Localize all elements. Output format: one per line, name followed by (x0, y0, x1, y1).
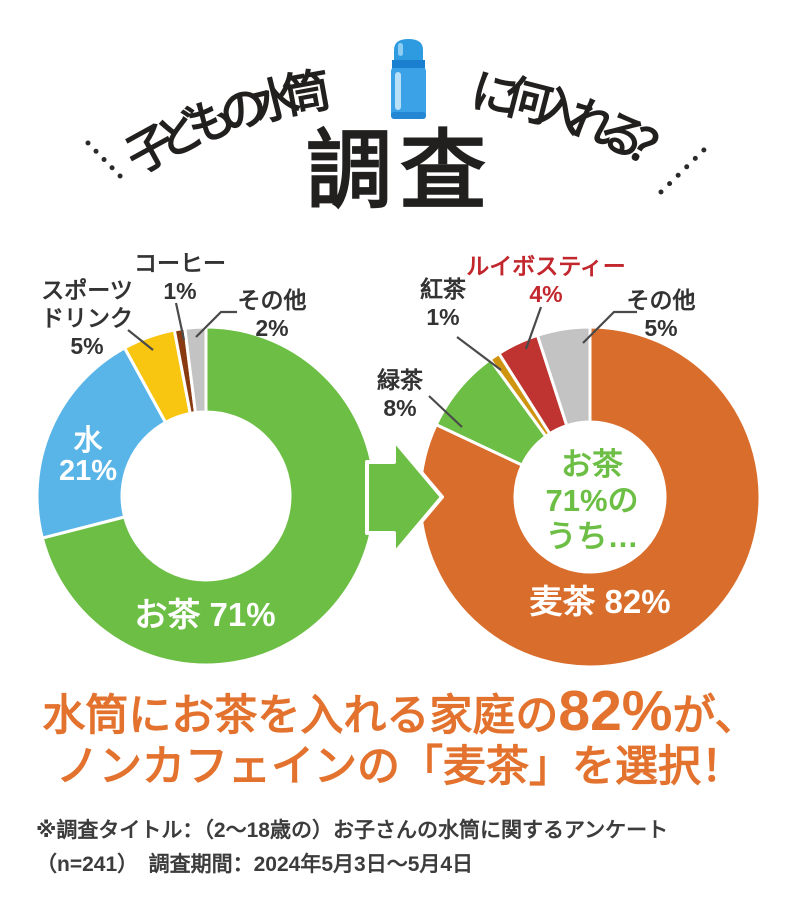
dots-decoration-left-icon (85, 140, 128, 184)
footnote: ※調査タイトル：（2～18歳の）お子さんの水筒に関するアンケート （n=241）… (36, 814, 668, 882)
label-rooibos: ルイボスティー 4% (466, 252, 626, 308)
label-green-tea: 緑茶 8% (377, 366, 423, 422)
label-other-left-pct: 2% (255, 315, 289, 341)
label-tea: お茶 71% (134, 596, 276, 633)
footnote-line2: （n=241） 調査期間：2024年5月3日～5月4日 (36, 853, 474, 876)
donut-slice-other (183, 325, 208, 415)
label-other-right: その他 5% (627, 286, 696, 342)
conclusion-line1-post: が、 (672, 692, 758, 740)
arc-title-char: 筒 (279, 63, 336, 124)
label-sports-drink-line2: ドリンク (41, 305, 133, 331)
water-bottle-icon (391, 39, 426, 119)
label-rooibos-pct: 4% (529, 281, 563, 307)
label-rooibos-name: ルイボスティー (466, 253, 626, 279)
center-text-line2: 71%の (545, 483, 639, 518)
conclusion-line1-pre: 水筒にお茶を入れる家庭の (42, 692, 559, 740)
conclusion-line1: 水筒にお茶を入れる家庭の82%が、 (0, 683, 800, 742)
donut-center-text: お茶 71%の うち… (545, 447, 638, 555)
label-mugicha: 麦茶 82% (529, 583, 671, 620)
center-text-line1: お茶 (560, 447, 623, 482)
label-water-name: 水 (73, 425, 103, 457)
leader-line-other-right (582, 310, 637, 344)
bottle-cap-band (392, 60, 425, 68)
donut-slice-other (535, 325, 592, 428)
label-other-left: その他 2% (238, 286, 307, 342)
label-water-pct: 21% (58, 455, 118, 487)
donut-slice-water (35, 346, 168, 540)
label-coffee-pct: 1% (163, 278, 197, 304)
bottle-cap-highlight (398, 43, 403, 56)
conclusion-line2: ノンカフェインの「麦茶」を選択！ (56, 743, 744, 791)
leader-line-black-tea (456, 336, 502, 371)
label-other-left-name: その他 (237, 287, 307, 313)
donut-right (418, 325, 762, 669)
main-title: 調査 (306, 123, 494, 219)
label-coffee-name: コーヒー (134, 250, 226, 276)
bottle-bottom (391, 112, 426, 119)
label-green-tea-pct: 8% (383, 395, 417, 421)
leader-line-sports-drink (127, 329, 154, 351)
label-sports-drink: スポーツ ドリンク 5% (41, 276, 133, 360)
label-water: 水 21% (59, 426, 117, 486)
donut-slice-mugicha (418, 325, 762, 669)
label-other-right-pct: 5% (644, 315, 678, 341)
label-sports-drink-pct: 5% (70, 333, 104, 359)
bottle-highlight (395, 72, 401, 110)
leader-line-coffee (174, 302, 186, 341)
dots-decoration-right-icon (658, 141, 713, 195)
label-sports-drink-line1: スポーツ (41, 277, 133, 303)
conclusion-highlight: 82% (558, 679, 673, 743)
conclusion-text: 水筒にお茶を入れる家庭の82%が、 ノンカフェインの「麦茶」を選択！ (0, 683, 800, 793)
label-black-tea-name: 紅茶 (420, 276, 466, 302)
donut-charts (35, 302, 762, 669)
donut-left (35, 325, 377, 667)
label-coffee: コーヒー 1% (134, 249, 226, 305)
leader-line-other-left (195, 310, 237, 338)
label-other-right-name: その他 (626, 287, 696, 313)
label-black-tea: 紅茶 1% (420, 275, 466, 331)
right-arrow-icon (365, 438, 444, 556)
label-black-tea-pct: 1% (426, 304, 460, 330)
center-text-line3: うち… (545, 519, 639, 554)
leader-line-rooibos (524, 306, 543, 350)
footnote-line1: ※調査タイトル：（2～18歳の）お子さんの水筒に関するアンケート (36, 819, 669, 842)
leader-line-green-tea (428, 395, 463, 428)
donut-slice-tea (40, 325, 377, 667)
label-green-tea-name: 緑茶 (377, 367, 423, 393)
